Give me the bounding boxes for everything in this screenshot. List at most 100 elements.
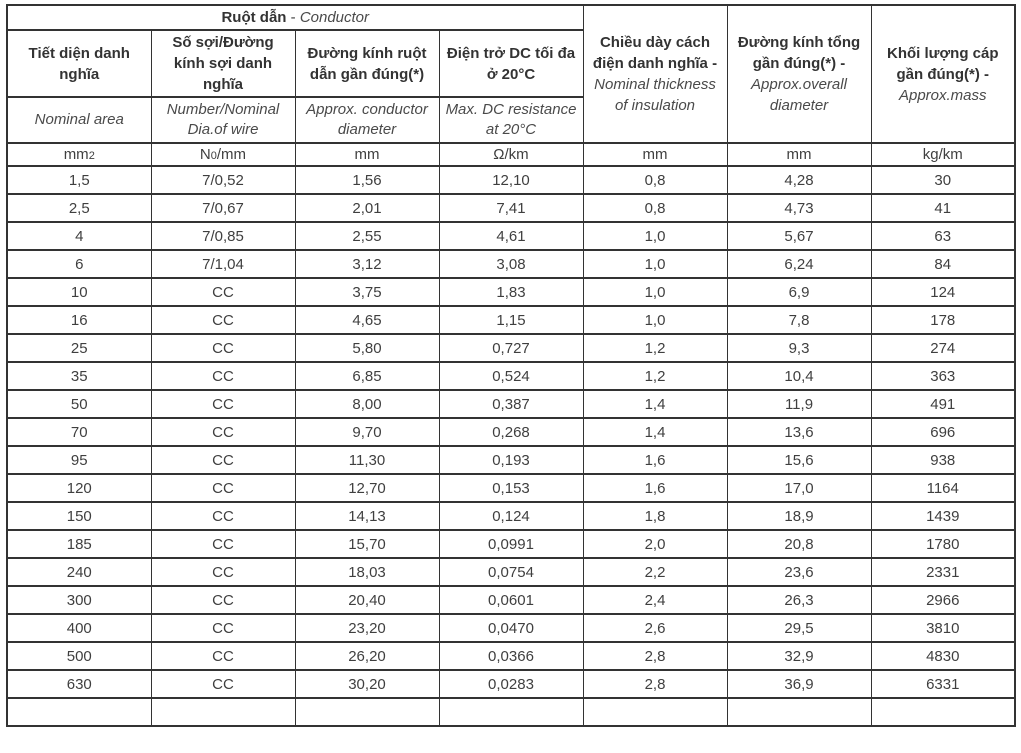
cable-mass-label-en: Approx.mass bbox=[898, 86, 987, 104]
table-cell-overall-diameter: 23,6 bbox=[726, 557, 872, 587]
table-cell-nominal-area: 185 bbox=[6, 529, 152, 559]
partial-cutoff-row bbox=[6, 697, 1016, 726]
conductor-group-label-en: Conductor bbox=[299, 9, 370, 26]
table-cell-dc-resistance: 1,15 bbox=[438, 305, 584, 335]
unit-text: kg/km bbox=[922, 146, 963, 163]
english-header-row: Nominal area Number/Nominal Dia.of wire … bbox=[6, 96, 1015, 144]
table-cell-dc-resistance: 0,193 bbox=[438, 445, 584, 475]
table-row: 150 CC 14,13 0,124 1,8 18,9 1439 bbox=[6, 501, 1016, 531]
table-cell-conductor-diameter: 11,30 bbox=[294, 445, 440, 475]
table-cell-overall-diameter: 18,9 bbox=[726, 501, 872, 531]
column-header-cable-mass: Khối lượng cáp gần đúng(*) - Approx.mass bbox=[870, 4, 1016, 144]
table-cell-dc-resistance: 0,153 bbox=[438, 473, 584, 503]
table-cell-overall-diameter: 17,0 bbox=[726, 473, 872, 503]
column-header-nominal-area-en: Nominal area bbox=[6, 96, 152, 144]
table-cell-nominal-area: 50 bbox=[6, 389, 152, 419]
table-row: 400 CC 23,20 0,0470 2,6 29,5 3810 bbox=[6, 613, 1016, 643]
table-data-body: 1,5 7/0,52 1,56 12,10 0,8 4,28 30 2,5 7/0,67 2,01… bbox=[6, 165, 1016, 726]
table-cell-nominal-area: 300 bbox=[6, 585, 152, 615]
table-cell-cable-mass: 3810 bbox=[870, 613, 1016, 643]
table-cell-insulation-thickness: 1,2 bbox=[582, 333, 728, 363]
table-cell-dc-resistance: 0,0754 bbox=[438, 557, 584, 587]
table-row: 35 CC 6,85 0,524 1,2 10,4 363 bbox=[6, 361, 1016, 391]
unit-overall-diameter: mm bbox=[726, 142, 872, 167]
unit-subscript: 2 bbox=[88, 150, 95, 162]
table-cell-cable-mass: 1439 bbox=[870, 501, 1016, 531]
unit-text: mm bbox=[642, 146, 668, 163]
table-cell-cable-mass: 4830 bbox=[870, 641, 1016, 671]
table-cell-dc-resistance: 0,0283 bbox=[438, 669, 584, 699]
table-cell-conductor-diameter: 23,20 bbox=[294, 613, 440, 643]
insulation-thickness-label-vi: Chiều dày cách điện danh nghĩa - bbox=[592, 34, 718, 72]
unit-cable-mass: kg/km bbox=[870, 142, 1016, 167]
table-cell-insulation-thickness: 1,0 bbox=[582, 249, 728, 279]
unit-text: mm bbox=[354, 146, 380, 163]
table-cell-cable-mass: 1780 bbox=[870, 529, 1016, 559]
table-cell-insulation-thickness: 0,8 bbox=[582, 193, 728, 223]
table-cell-insulation-thickness: 1,4 bbox=[582, 417, 728, 447]
table-cell-cable-mass: 2331 bbox=[870, 557, 1016, 587]
table-row: 25 CC 5,80 0,727 1,2 9,3 274 bbox=[6, 333, 1016, 363]
table-cell-conductor-diameter: 14,13 bbox=[294, 501, 440, 531]
table-cell-conductor-diameter: 15,70 bbox=[294, 529, 440, 559]
table-cell-conductor-diameter: 5,80 bbox=[294, 333, 440, 363]
table-cell-overall-diameter: 5,67 bbox=[726, 221, 872, 251]
table-cell-overall-diameter: 4,28 bbox=[726, 165, 872, 195]
unit-strand-count: N0/mm bbox=[150, 142, 296, 167]
conductor-group-row: Ruột dẫn - Conductor Chiều dày cách điện… bbox=[6, 4, 1016, 144]
table-cell-strand-count-wire-diameter: 7/0,85 bbox=[150, 221, 296, 251]
table-cell-cable-mass: 938 bbox=[870, 445, 1016, 475]
table-row: 630 CC 30,20 0,0283 2,8 36,9 6331 bbox=[6, 669, 1016, 699]
table-cell-cable-mass: 696 bbox=[870, 417, 1016, 447]
table-cell-overall-diameter: 32,9 bbox=[726, 641, 872, 671]
empty-cell bbox=[582, 697, 728, 726]
column-header-nominal-area-vi: Tiết diện danh nghĩa bbox=[6, 29, 152, 98]
unit-text: mm bbox=[786, 146, 812, 163]
table-cell-dc-resistance: 0,387 bbox=[438, 389, 584, 419]
table-cell-overall-diameter: 26,3 bbox=[726, 585, 872, 615]
table-cell-overall-diameter: 6,24 bbox=[726, 249, 872, 279]
column-header-insulation-thickness: Chiều dày cách điện danh nghĩa - Nominal… bbox=[582, 4, 728, 144]
conductor-group-label-vi: Ruột dẫn bbox=[221, 9, 287, 26]
table-cell-overall-diameter: 29,5 bbox=[726, 613, 872, 643]
unit-nominal-area: mm2 bbox=[6, 142, 152, 167]
empty-cell bbox=[294, 697, 440, 726]
table-cell-insulation-thickness: 2,4 bbox=[582, 585, 728, 615]
table-cell-conductor-diameter: 26,20 bbox=[294, 641, 440, 671]
table-cell-insulation-thickness: 2,0 bbox=[582, 529, 728, 559]
table-cell-cable-mass: 363 bbox=[870, 361, 1016, 391]
column-header-conductor-diameter-vi: Đường kính ruột dẫn gần đúng(*) bbox=[294, 29, 440, 98]
table-cell-nominal-area: 4 bbox=[6, 221, 152, 251]
table-cell-cable-mass: 124 bbox=[870, 277, 1016, 307]
table-cell-conductor-diameter: 9,70 bbox=[294, 417, 440, 447]
table-cell-overall-diameter: 4,73 bbox=[726, 193, 872, 223]
table-cell-cable-mass: 1164 bbox=[870, 473, 1016, 503]
table-cell-dc-resistance: 0,0991 bbox=[438, 529, 584, 559]
table-cell-overall-diameter: 7,8 bbox=[726, 305, 872, 335]
table-cell-overall-diameter: 15,6 bbox=[726, 445, 872, 475]
table-cell-dc-resistance: 0,524 bbox=[438, 361, 584, 391]
table-cell-strand-count-wire-diameter: 7/0,52 bbox=[150, 165, 296, 195]
table-cell-dc-resistance: 0,124 bbox=[438, 501, 584, 531]
table-cell-strand-count-wire-diameter: CC bbox=[150, 501, 296, 531]
table-cell-strand-count-wire-diameter: CC bbox=[150, 669, 296, 699]
table-row: 185 CC 15,70 0,0991 2,0 20,8 1780 bbox=[6, 529, 1016, 559]
table-cell-strand-count-wire-diameter: CC bbox=[150, 333, 296, 363]
table-cell-nominal-area: 120 bbox=[6, 473, 152, 503]
table-row: 500 CC 26,20 0,0366 2,8 32,9 4830 bbox=[6, 641, 1016, 671]
table-cell-conductor-diameter: 3,75 bbox=[294, 277, 440, 307]
table-cell-strand-count-wire-diameter: CC bbox=[150, 473, 296, 503]
table-cell-nominal-area: 630 bbox=[6, 669, 152, 699]
table-cell-overall-diameter: 6,9 bbox=[726, 277, 872, 307]
table-cell-cable-mass: 2966 bbox=[870, 585, 1016, 615]
table-cell-nominal-area: 150 bbox=[6, 501, 152, 531]
table-cell-strand-count-wire-diameter: CC bbox=[150, 557, 296, 587]
conductor-group-separator: - bbox=[286, 9, 300, 26]
unit-text: Ω/km bbox=[493, 146, 529, 163]
table-cell-cable-mass: 178 bbox=[870, 305, 1016, 335]
table-cell-insulation-thickness: 1,8 bbox=[582, 501, 728, 531]
table-cell-overall-diameter: 11,9 bbox=[726, 389, 872, 419]
cable-specification-table: Ruột dẫn - Conductor Chiều dày cách điện… bbox=[6, 4, 1016, 727]
table-cell-strand-count-wire-diameter: CC bbox=[150, 585, 296, 615]
column-header-strand-count-vi: Số sợi/Đường kính sợi danh nghĩa bbox=[150, 29, 296, 98]
